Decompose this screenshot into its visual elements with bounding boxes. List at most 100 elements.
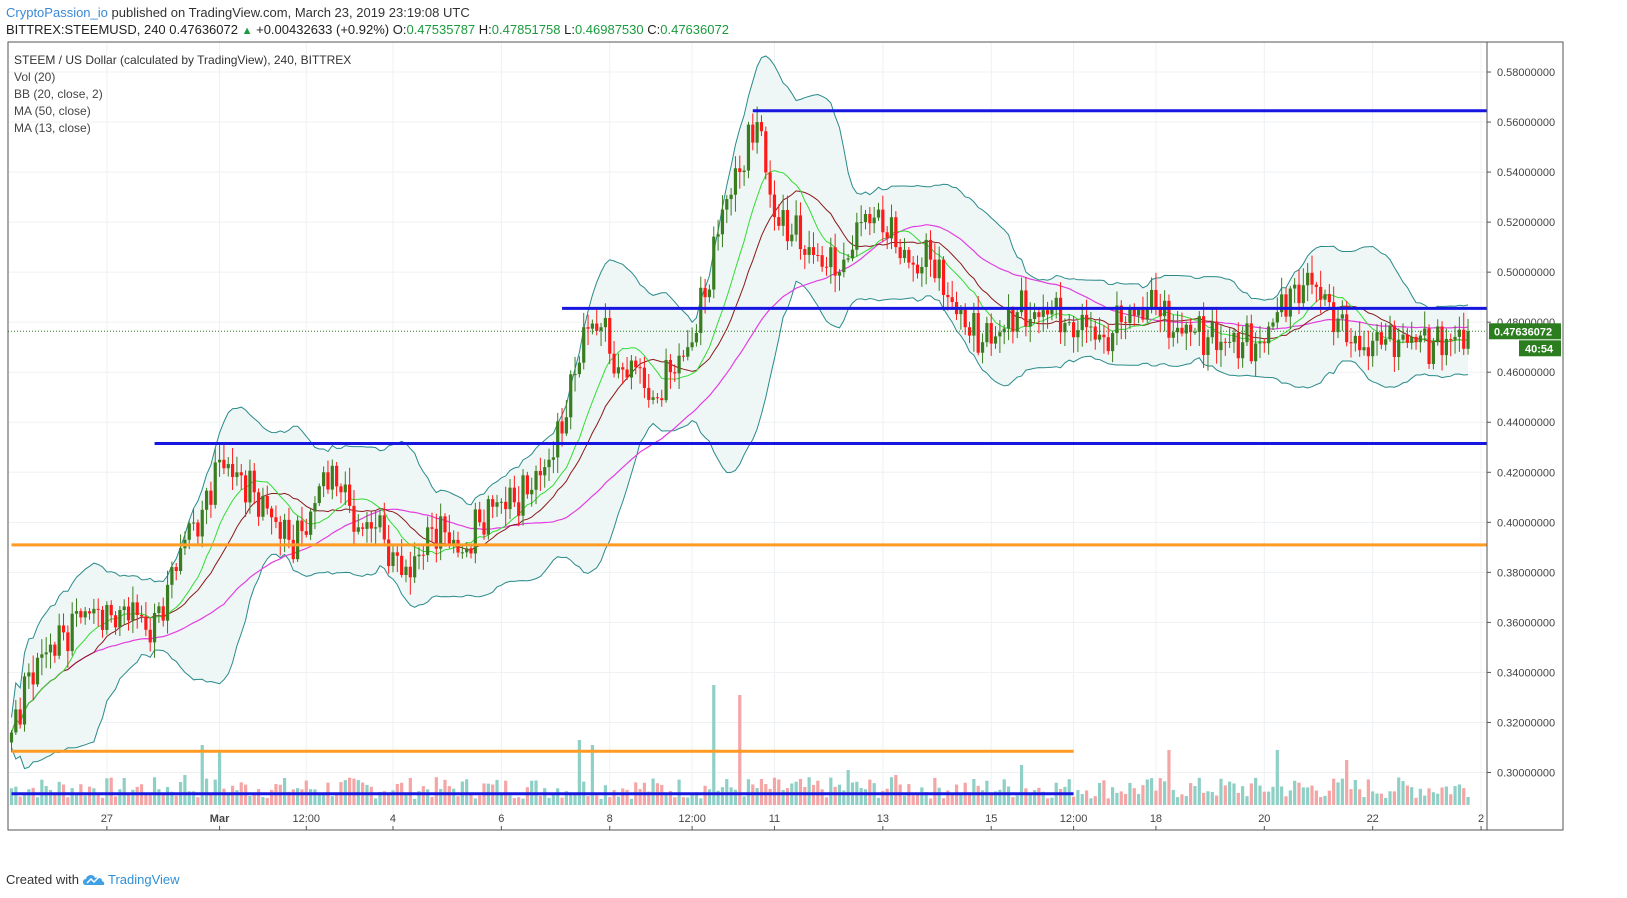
x-tick-label: 8 — [607, 813, 613, 825]
y-tick-label: 0.36000000 — [1497, 617, 1555, 629]
horizontal-lines[interactable] — [8, 109, 1487, 796]
x-tick-label: 4 — [390, 813, 396, 825]
candle-body — [703, 287, 707, 298]
volume-bar — [1453, 786, 1457, 805]
volume-bar — [378, 791, 382, 805]
volume-bar — [1280, 786, 1284, 805]
legend-ma50[interactable]: MA (50, close) — [14, 104, 91, 118]
volume-bar — [1310, 785, 1314, 805]
volume-bar — [230, 785, 235, 805]
volume-bar — [651, 778, 655, 805]
volume-bar — [1297, 782, 1301, 805]
volume-bar — [1306, 787, 1310, 805]
candle-body — [499, 501, 503, 503]
candle-body — [352, 505, 356, 532]
volume-bar — [1353, 779, 1357, 805]
author-link[interactable]: CryptoPassion_io — [6, 5, 108, 20]
volume-bar — [469, 793, 473, 805]
volume-bar — [1197, 777, 1201, 805]
legend-vol[interactable]: Vol (20) — [14, 70, 56, 84]
volume-bar — [928, 798, 933, 805]
y-tick-label: 0.54000000 — [1497, 167, 1555, 179]
volume-bar — [863, 789, 868, 805]
volume-bar — [569, 793, 573, 805]
candle-body — [881, 209, 885, 233]
candle-body — [1150, 289, 1154, 308]
volume-bar — [22, 793, 27, 805]
up-triangle-icon: ▲ — [241, 25, 253, 37]
tradingview-cloud-icon — [82, 875, 104, 885]
volume-bar — [374, 798, 378, 805]
candle-body — [673, 372, 677, 374]
volume-bar — [100, 797, 105, 805]
candle-body — [564, 417, 568, 434]
candle-body — [313, 503, 317, 512]
volume-bar — [1228, 781, 1232, 805]
candle-body — [426, 527, 430, 556]
volume-bar — [313, 789, 317, 805]
candle-body — [1119, 305, 1123, 323]
volume-bar — [1366, 779, 1370, 805]
volume-bar — [1431, 792, 1435, 805]
candle-body — [482, 522, 486, 535]
volume-bar — [1067, 779, 1071, 805]
tradingview-brand[interactable]: TradingView — [108, 872, 180, 887]
volume-bar — [1293, 780, 1297, 805]
volume-bar — [902, 795, 907, 805]
volume-bar — [525, 787, 529, 805]
candle-body — [1093, 326, 1097, 340]
candle-body — [772, 194, 777, 218]
candle-body — [209, 490, 213, 505]
candle-body — [1167, 300, 1171, 338]
volume-bar — [1180, 794, 1184, 805]
close-value: 0.47636072 — [660, 22, 729, 37]
volume-bar — [1258, 785, 1262, 805]
volume-bar — [1262, 791, 1266, 805]
candle-body — [980, 342, 985, 353]
candle-body — [764, 131, 768, 173]
volume-bar — [83, 795, 87, 805]
candle-body — [621, 367, 625, 370]
candle-body — [504, 501, 508, 510]
price-axis[interactable]: 0.58000000 0.56000000 0.54000000 0.52000000… — [1487, 67, 1561, 779]
x-tick-label: 12:00 — [678, 813, 706, 825]
volume-bar — [768, 788, 772, 805]
volume-bar — [1076, 790, 1080, 805]
candle-body — [317, 486, 321, 504]
volume-bar — [191, 791, 196, 805]
time-axis[interactable]: 27 Mar 12:00 4 6 8 12:00 11 13 15 12:00 18 20 22 2 — [101, 813, 1484, 830]
candle-body — [547, 459, 551, 468]
volume-bar — [755, 788, 759, 805]
candle-body — [642, 367, 647, 388]
volume-bar — [590, 745, 594, 805]
candle-body — [369, 522, 373, 529]
legend-bb[interactable]: BB (20, close, 2) — [14, 87, 103, 101]
volume-bar — [664, 793, 668, 805]
volume-bar — [135, 786, 139, 805]
candle-body — [174, 567, 178, 571]
volume-bar — [96, 795, 100, 805]
legend-ma13[interactable]: MA (13, close) — [14, 121, 91, 135]
volume-bar — [87, 786, 92, 805]
candle-body — [1028, 319, 1032, 327]
volume-bar — [972, 779, 976, 805]
candle-body — [716, 234, 720, 237]
volume-bar — [586, 795, 590, 805]
volume-bar — [1037, 787, 1041, 805]
candle-body — [170, 567, 174, 585]
ma50-line — [10, 224, 1469, 733]
volume-bar — [499, 793, 503, 805]
volume-bar — [352, 778, 356, 805]
volume-bar — [1457, 784, 1461, 805]
candle-body — [1449, 338, 1453, 340]
volume-bar — [473, 798, 477, 805]
volume-bar — [1150, 778, 1154, 805]
candle-body — [590, 323, 594, 329]
candle-body — [261, 495, 265, 517]
x-tick-label: 18 — [1150, 813, 1162, 825]
volume-bar — [1080, 794, 1084, 805]
candle-body — [660, 398, 664, 401]
volume-bar — [746, 779, 751, 805]
volume-bar — [1397, 777, 1401, 805]
